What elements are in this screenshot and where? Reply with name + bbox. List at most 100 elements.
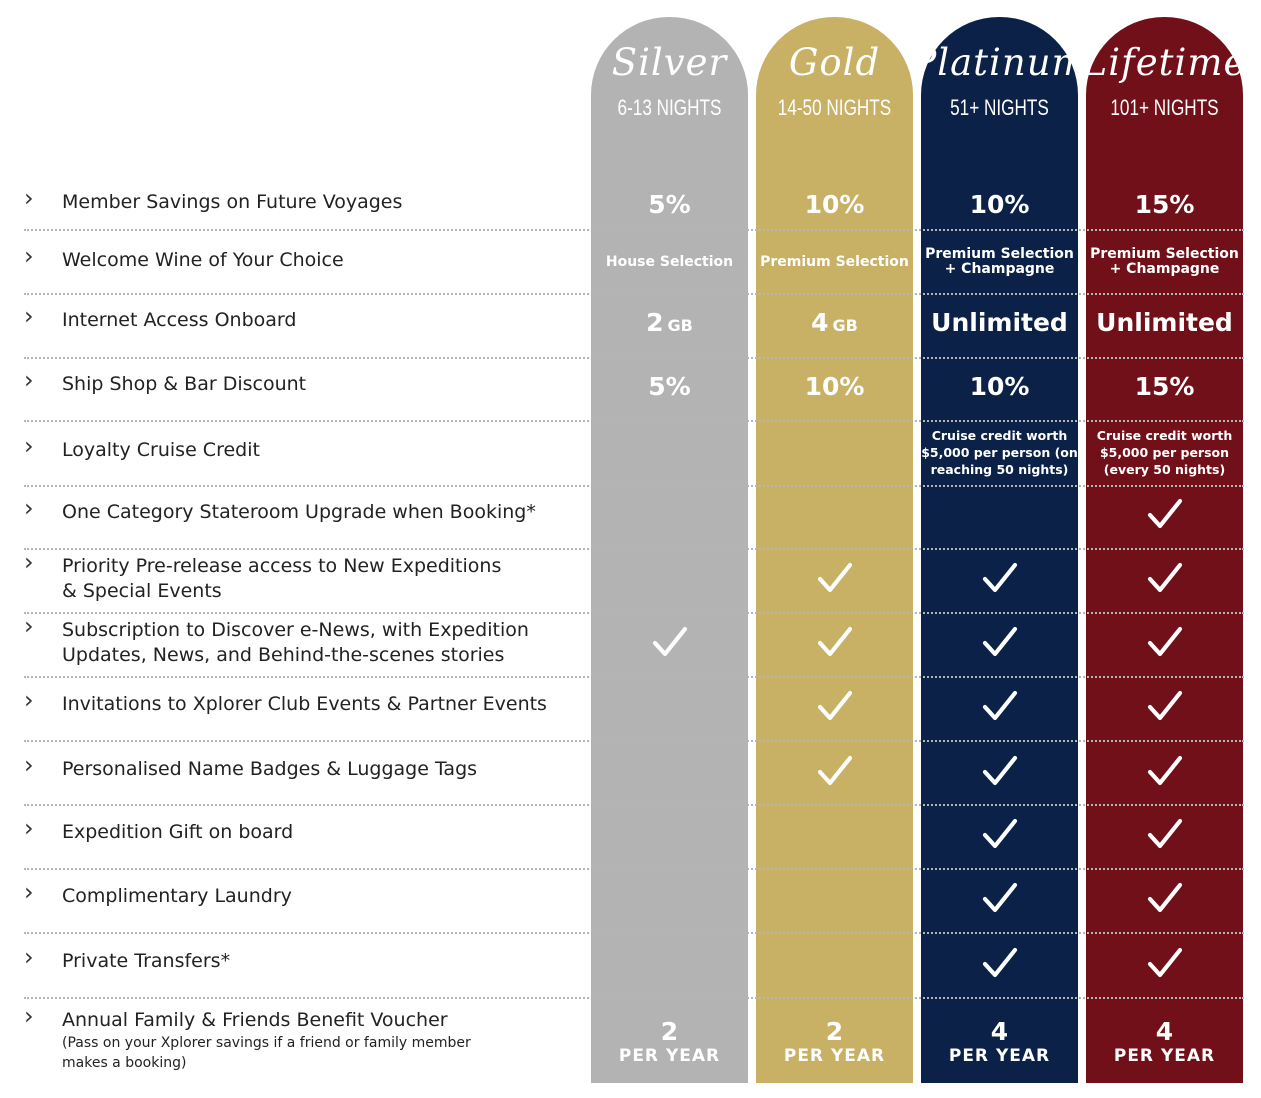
benefit-value: Unlimited [931,307,1068,337]
benefit-cell-gold [756,494,913,534]
benefit-value: Premium Selection + Champagne [925,246,1074,277]
checkmark-icon [982,560,1018,596]
checkmark-icon [1147,816,1183,852]
benefit-cell-lifetime: Cruise credit worth $5,000 per person (eve… [1086,424,1243,480]
checkmark-icon [982,753,1018,789]
benefit-cell-gold: 10% [756,366,913,406]
checkmark-icon [1147,945,1183,981]
voucher-count: 2 [660,1017,679,1046]
checkmark-icon [1147,496,1183,532]
benefit-value: Cruise credit worth $5,000 per person (on… [921,427,1078,477]
benefit-label: One Category Stateroom Upgrade when Book… [62,500,562,525]
benefit-label: Internet Access Onboard [62,308,562,333]
benefit-cell-silver [591,751,748,791]
benefit-cell-lifetime [1086,878,1243,918]
benefit-cell-lifetime: 4 PER YEAR [1086,1017,1243,1069]
benefit-value: House Selection [605,253,734,270]
row-divider [24,420,1244,422]
chevron-right-icon: › [24,365,34,394]
tier-nights: 14-50 NIGHTS [777,95,892,120]
benefit-cell-platinum [921,751,1078,791]
chevron-right-icon: › [24,1002,34,1030]
checkmark-icon [1147,753,1183,789]
benefit-cell-lifetime [1086,686,1243,726]
benefit-label: Expedition Gift on board [62,820,562,845]
benefit-cell-silver [591,622,748,662]
benefit-value: 2 GB [646,308,693,337]
benefit-cell-lifetime [1086,943,1243,983]
checkmark-icon [982,624,1018,660]
benefit-cell-lifetime [1086,558,1243,598]
voucher-period: PER YEAR [618,1046,721,1066]
benefit-label-text: Loyalty Cruise Credit [62,438,260,461]
benefit-cell-silver [591,432,748,472]
benefit-label: Priority Pre-release access to New Exped… [62,554,562,604]
tier-column-silver: Silver 6-13 NIGHTS [591,17,748,1083]
benefit-cell-platinum: 10% [921,366,1078,406]
row-divider [24,804,1244,806]
benefit-cell-lifetime: Premium Selection + Champagne [1086,245,1243,279]
chevron-right-icon: › [24,750,34,779]
benefit-cell-gold: Premium Selection [756,245,913,279]
benefit-cell-platinum [921,686,1078,726]
benefit-value: 10% [804,189,865,219]
benefit-cell-lifetime: 15% [1086,184,1243,224]
checkmark-icon [982,945,1018,981]
checkmark-icon [982,688,1018,724]
checkmark-icon [817,560,853,596]
benefit-cell-silver: 5% [591,184,748,224]
benefit-cell-platinum [921,814,1078,854]
benefit-cell-gold [756,432,913,472]
benefit-cell-silver [591,558,748,598]
chevron-right-icon: › [24,685,34,714]
benefit-sublabel: (Pass on your Xplorer savings if a frien… [62,1035,471,1071]
benefit-value: 4 GB [811,308,858,337]
chevron-right-icon: › [24,548,34,576]
row-divider [24,997,1244,999]
benefit-value: Premium Selection + Champagne [1090,246,1239,277]
benefit-cell-silver [591,943,748,983]
benefit-cell-lifetime [1086,814,1243,854]
benefit-cell-gold [756,814,913,854]
benefit-cell-gold: 4 GB [756,302,913,342]
value-unit: GB [667,315,693,335]
benefit-label-text: Expedition Gift on board [62,820,294,843]
row-divider [24,868,1244,870]
benefit-label: Welcome Wine of Your Choice [62,248,562,273]
benefit-cell-silver: 5% [591,366,748,406]
benefit-label-text: Welcome Wine of Your Choice [62,248,344,271]
benefit-value: 15% [1134,189,1195,219]
checkmark-icon [817,688,853,724]
benefit-cell-lifetime: 15% [1086,366,1243,406]
benefit-cell-gold: 10% [756,184,913,224]
checkmark-icon [1147,624,1183,660]
chevron-right-icon: › [24,183,34,212]
voucher-count: 4 [1155,1017,1174,1046]
chevron-right-icon: › [24,942,34,971]
value-number: 2 [646,307,664,337]
benefit-cell-silver: House Selection [591,245,748,279]
benefit-label: Complimentary Laundry [62,884,562,909]
benefit-label-text: Internet Access Onboard [62,308,297,331]
benefit-value: Cruise credit worth $5,000 per person (eve… [1096,427,1233,477]
checkmark-icon [1147,880,1183,916]
benefit-value: 10% [969,189,1030,219]
benefit-cell-platinum: Premium Selection + Champagne [921,245,1078,279]
row-divider [24,676,1244,678]
benefit-cell-lifetime: Unlimited [1086,302,1243,342]
benefit-label-text: Annual Family & Friends Benefit Voucher [62,1009,448,1031]
tier-column-lifetime: Lifetime 101+ NIGHTS [1083,17,1245,1083]
voucher-count: 4 [990,1017,1009,1046]
benefit-cell-gold [756,878,913,918]
chevron-right-icon: › [24,493,34,522]
benefit-label-text: Ship Shop & Bar Discount [62,372,307,395]
row-divider [24,548,1244,550]
checkmark-icon [1147,688,1183,724]
tier-name: Silver [611,41,728,84]
benefit-label: Ship Shop & Bar Discount [62,372,562,397]
chevron-right-icon: › [24,241,34,270]
benefit-cell-silver: 2 GB [591,302,748,342]
tier-nights: 101+ NIGHTS [1110,95,1219,120]
chevron-right-icon: › [24,301,34,330]
benefit-value: 10% [804,371,865,401]
